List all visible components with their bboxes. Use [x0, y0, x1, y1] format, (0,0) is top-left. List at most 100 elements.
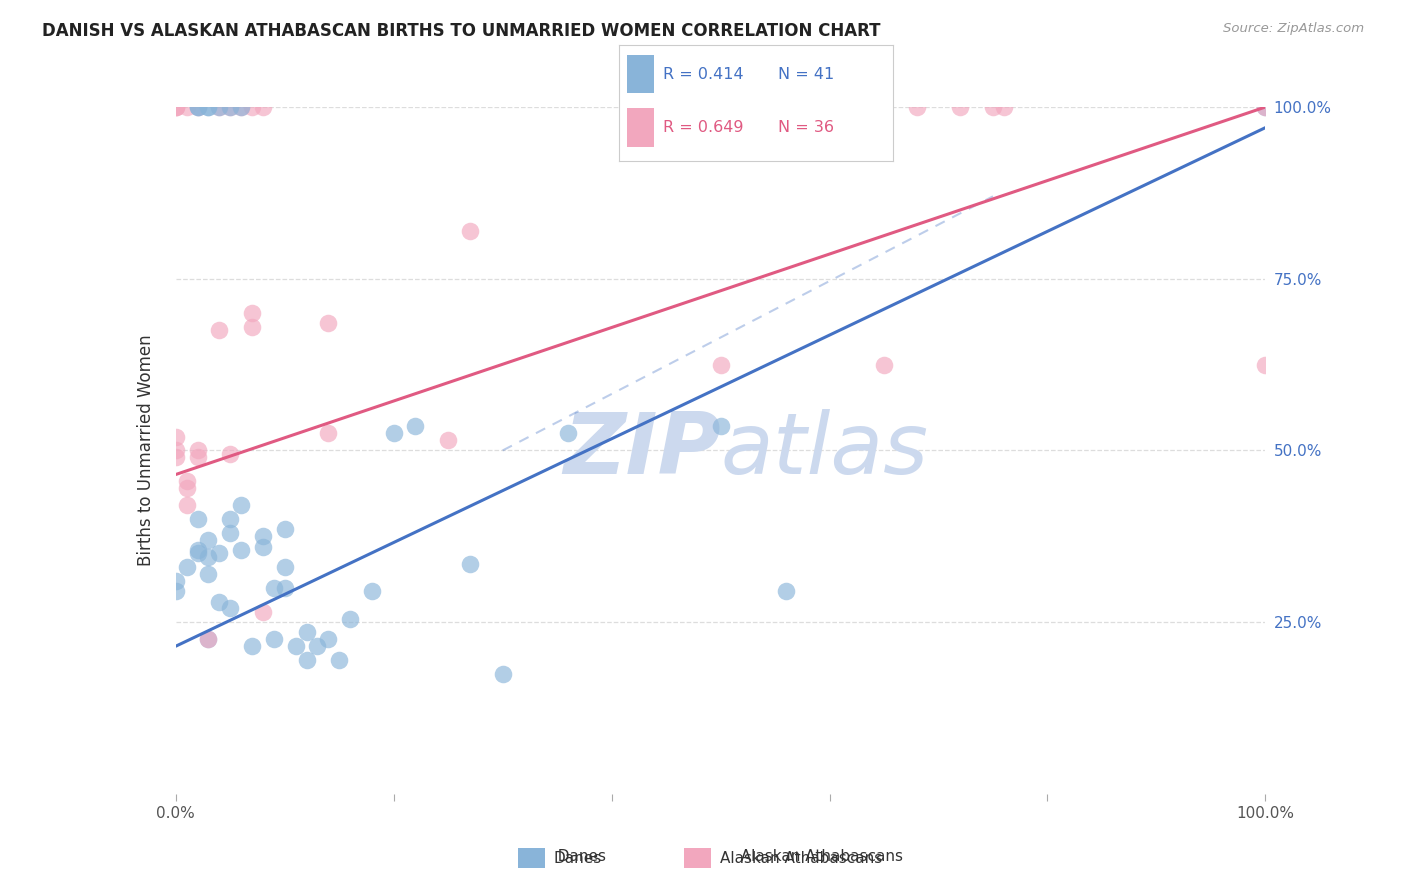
Point [197, 632, 219, 647]
Point [165, 430, 187, 444]
Point [905, 100, 928, 114]
Point [186, 100, 209, 114]
Point [710, 419, 733, 434]
Point [318, 426, 340, 441]
Point [197, 567, 219, 582]
Text: R = 0.649: R = 0.649 [662, 120, 742, 135]
Point [231, 100, 253, 114]
Point [165, 100, 187, 114]
Point [176, 499, 198, 513]
Point [186, 100, 209, 114]
Point [295, 653, 318, 667]
Text: Source: ZipAtlas.com: Source: ZipAtlas.com [1223, 22, 1364, 36]
Point [186, 512, 209, 526]
Text: R = 0.414: R = 0.414 [662, 67, 744, 82]
Point [176, 481, 198, 495]
Point [197, 549, 219, 564]
Point [240, 319, 263, 334]
Point [165, 574, 187, 588]
Point [1254, 358, 1277, 372]
Point [318, 317, 340, 331]
Point [197, 632, 219, 647]
Point [219, 100, 242, 114]
Point [263, 632, 285, 647]
Point [197, 100, 219, 114]
Point [165, 584, 187, 599]
Point [382, 426, 405, 441]
Point [186, 443, 209, 458]
Point [240, 639, 263, 653]
Point [231, 499, 253, 513]
Point [252, 605, 274, 619]
Point [492, 666, 515, 681]
Text: Alaskan Athabascans: Alaskan Athabascans [720, 851, 883, 865]
Point [458, 224, 481, 238]
Bar [627, 55, 654, 94]
Text: N = 36: N = 36 [778, 120, 834, 135]
Bar [627, 109, 654, 146]
Point [295, 625, 318, 640]
Point [252, 529, 274, 543]
Point [197, 100, 219, 114]
Text: Danes: Danes [554, 851, 602, 865]
Point [208, 100, 231, 114]
Point [1254, 100, 1277, 114]
Point [219, 512, 242, 526]
Point [219, 601, 242, 615]
Point [437, 433, 460, 447]
Text: Danes: Danes [548, 849, 606, 863]
Point [274, 560, 297, 574]
Point [252, 100, 274, 114]
Bar [517, 848, 544, 868]
Point [949, 100, 972, 114]
Point [231, 543, 253, 558]
Point [219, 525, 242, 540]
Text: atlas: atlas [721, 409, 928, 492]
Point [993, 100, 1015, 114]
Point [339, 612, 361, 626]
Point [775, 584, 797, 599]
Point [873, 358, 896, 372]
Point [208, 546, 231, 561]
Point [307, 639, 329, 653]
Point [231, 100, 253, 114]
Point [186, 100, 209, 114]
Point [208, 323, 231, 337]
Point [197, 533, 219, 547]
Point [186, 546, 209, 561]
Point [176, 475, 198, 489]
Point [274, 523, 297, 537]
Point [208, 100, 231, 114]
Point [240, 100, 263, 114]
Point [360, 584, 382, 599]
Point [240, 306, 263, 320]
Point [165, 100, 187, 114]
Point [176, 100, 198, 114]
Point [981, 100, 1004, 114]
Point [328, 653, 350, 667]
Point [557, 426, 579, 441]
Point [165, 443, 187, 458]
Text: DANISH VS ALASKAN ATHABASCAN BIRTHS TO UNMARRIED WOMEN CORRELATION CHART: DANISH VS ALASKAN ATHABASCAN BIRTHS TO U… [42, 22, 880, 40]
Point [219, 100, 242, 114]
Point [284, 639, 307, 653]
Point [405, 419, 427, 434]
Point [186, 450, 209, 465]
Point [274, 581, 297, 595]
Point [252, 540, 274, 554]
Bar [685, 848, 711, 868]
Point [1254, 100, 1277, 114]
Text: ZIP: ZIP [562, 409, 721, 492]
Point [263, 581, 285, 595]
Point [165, 100, 187, 114]
Text: N = 41: N = 41 [778, 67, 834, 82]
Point [208, 594, 231, 608]
Point [219, 447, 242, 461]
Point [186, 543, 209, 558]
Point [176, 560, 198, 574]
Y-axis label: Births to Unmarried Women: Births to Unmarried Women [136, 334, 155, 566]
Point [318, 632, 340, 647]
Text: Alaskan Athabascans: Alaskan Athabascans [731, 849, 903, 863]
Point [710, 358, 733, 372]
Point [165, 450, 187, 465]
